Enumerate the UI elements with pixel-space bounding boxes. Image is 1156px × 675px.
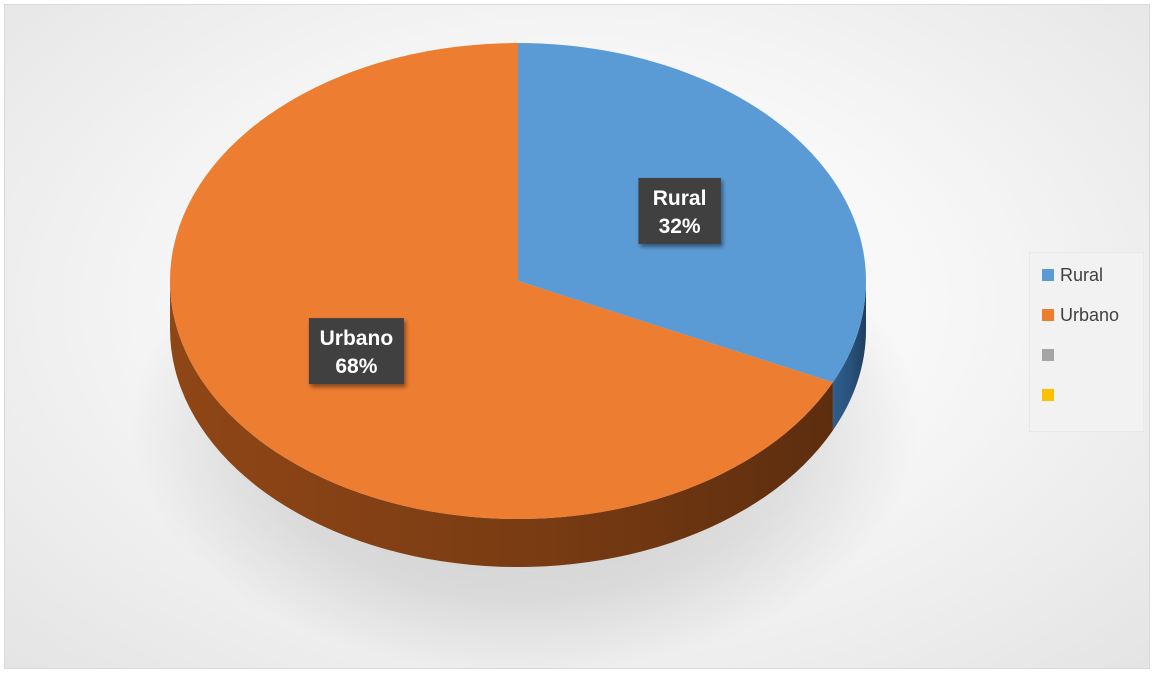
pie-labels: Rural 32% Urbano 68% (308, 177, 721, 385)
legend-item-blank-2[interactable] (1042, 345, 1060, 365)
data-label-rural: Rural 32% (638, 177, 721, 244)
legend: Rural Urbano (1029, 252, 1144, 432)
pie-chart: Rural 32% Urbano 68% (130, 43, 920, 670)
legend-swatch (1042, 389, 1054, 401)
legend-item-blank-3[interactable] (1042, 385, 1060, 405)
pie-tops (170, 43, 867, 519)
legend-swatch (1042, 269, 1054, 281)
pie-side-shade (832, 281, 866, 431)
legend-label: Urbano (1060, 304, 1120, 325)
data-label-category: Urbano (320, 327, 394, 350)
pie-sides (170, 281, 866, 568)
data-label-percent: 68% (335, 355, 377, 378)
chart-area: Rural 32% Urbano 68% Rural Urbano (4, 4, 1150, 670)
legend-swatch (1042, 309, 1054, 321)
legend-label: Rural (1060, 264, 1104, 285)
pie-slice-urbano[interactable] (170, 43, 833, 519)
legend-item-rural[interactable]: Rural (1042, 265, 1103, 285)
pie-side-shade (170, 281, 833, 568)
data-label-box (638, 177, 721, 244)
data-label-category: Rural (653, 187, 707, 210)
data-label-urbano: Urbano 68% (308, 318, 404, 385)
legend-item-urbano[interactable]: Urbano (1042, 305, 1119, 325)
data-label-percent: 32% (659, 215, 701, 238)
legend-swatch (1042, 349, 1054, 361)
data-label-box (308, 318, 404, 385)
